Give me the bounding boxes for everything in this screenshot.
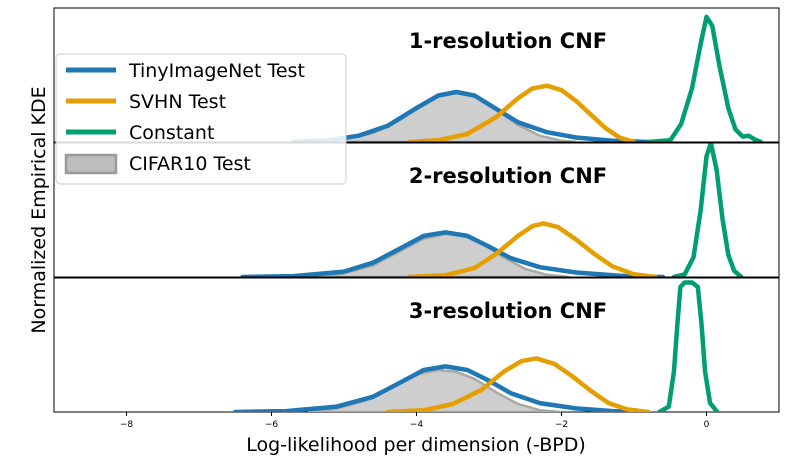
panel-plot-area — [240, 143, 744, 277]
x-tick-label: −2 — [555, 420, 568, 430]
series-line-constant — [657, 280, 720, 412]
legend-swatch — [64, 153, 118, 175]
legend-item-cifar10-test: CIFAR10 Test — [64, 153, 251, 175]
series-line-svhn-test — [407, 83, 637, 142]
panel-plot-area — [291, 14, 764, 142]
series-line-svhn-test — [407, 221, 659, 277]
series-line-tinyimagenet-test — [233, 364, 644, 412]
panel-title: 3-resolution CNF — [409, 299, 607, 323]
x-axis-label: Log-likelihood per dimension (-BPD) — [246, 434, 586, 456]
panel-3-resolution: 3-resolution CNF — [53, 277, 780, 413]
series-line-constant — [646, 14, 764, 142]
legend-item-tinyimagenet-test: TinyImageNet Test — [66, 60, 305, 82]
legend-label: SVHN Test — [129, 91, 226, 113]
legend-label: CIFAR10 Test — [129, 153, 251, 175]
legend-item-constant: Constant — [66, 122, 214, 144]
x-tick-label: −8 — [120, 420, 134, 430]
x-tick-label: −4 — [410, 420, 424, 430]
x-axis-ticks: −8 −6 −4 −2 0 — [120, 412, 710, 430]
panel-title: 1-resolution CNF — [409, 29, 607, 53]
panel-plot-area — [233, 280, 720, 412]
x-tick-label: 0 — [704, 420, 710, 430]
legend: TinyImageNet Test SVHN Test Constant CIFAR1… — [55, 53, 347, 185]
legend-frame — [55, 53, 347, 185]
x-tick-label: −6 — [265, 420, 279, 430]
series-line-tinyimagenet-test — [240, 230, 666, 277]
series-line-tinyimagenet-test — [291, 89, 651, 142]
legend-label: TinyImageNet Test — [128, 60, 305, 82]
series-line-svhn-test — [385, 356, 651, 412]
legend-item-svhn-test: SVHN Test — [66, 91, 226, 113]
panel-title: 2-resolution CNF — [409, 164, 607, 188]
series-line-constant — [671, 143, 744, 277]
y-axis-label: Normalized Empirical KDE — [28, 86, 50, 333]
legend-label: Constant — [129, 122, 214, 144]
